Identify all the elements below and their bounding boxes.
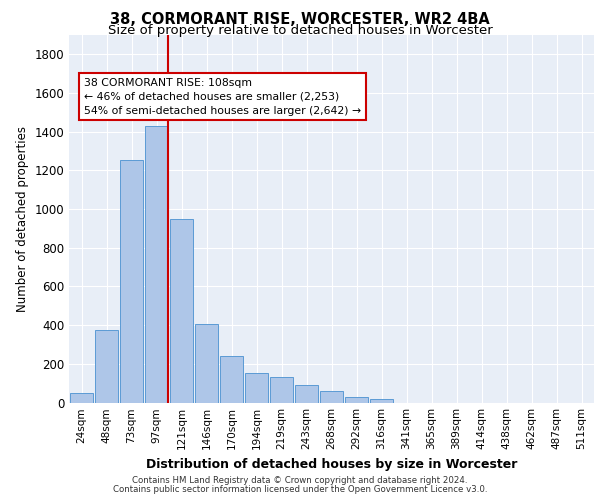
- Y-axis label: Number of detached properties: Number of detached properties: [16, 126, 29, 312]
- Bar: [245, 372, 268, 402]
- Text: Contains public sector information licensed under the Open Government Licence v3: Contains public sector information licen…: [113, 485, 487, 494]
- Text: 38, CORMORANT RISE, WORCESTER, WR2 4BA: 38, CORMORANT RISE, WORCESTER, WR2 4BA: [110, 12, 490, 28]
- Bar: [120, 160, 143, 402]
- Text: 38 CORMORANT RISE: 108sqm
← 46% of detached houses are smaller (2,253)
54% of se: 38 CORMORANT RISE: 108sqm ← 46% of detac…: [83, 78, 361, 116]
- Bar: [145, 126, 168, 402]
- Bar: [70, 393, 93, 402]
- Bar: [195, 324, 218, 402]
- Bar: [370, 398, 393, 402]
- Bar: [270, 378, 293, 402]
- Bar: [345, 396, 368, 402]
- X-axis label: Distribution of detached houses by size in Worcester: Distribution of detached houses by size …: [146, 458, 517, 471]
- Bar: [170, 219, 193, 402]
- Bar: [320, 391, 343, 402]
- Text: Size of property relative to detached houses in Worcester: Size of property relative to detached ho…: [107, 24, 493, 37]
- Bar: [295, 385, 318, 402]
- Text: Contains HM Land Registry data © Crown copyright and database right 2024.: Contains HM Land Registry data © Crown c…: [132, 476, 468, 485]
- Bar: [95, 330, 118, 402]
- Bar: [220, 356, 243, 403]
